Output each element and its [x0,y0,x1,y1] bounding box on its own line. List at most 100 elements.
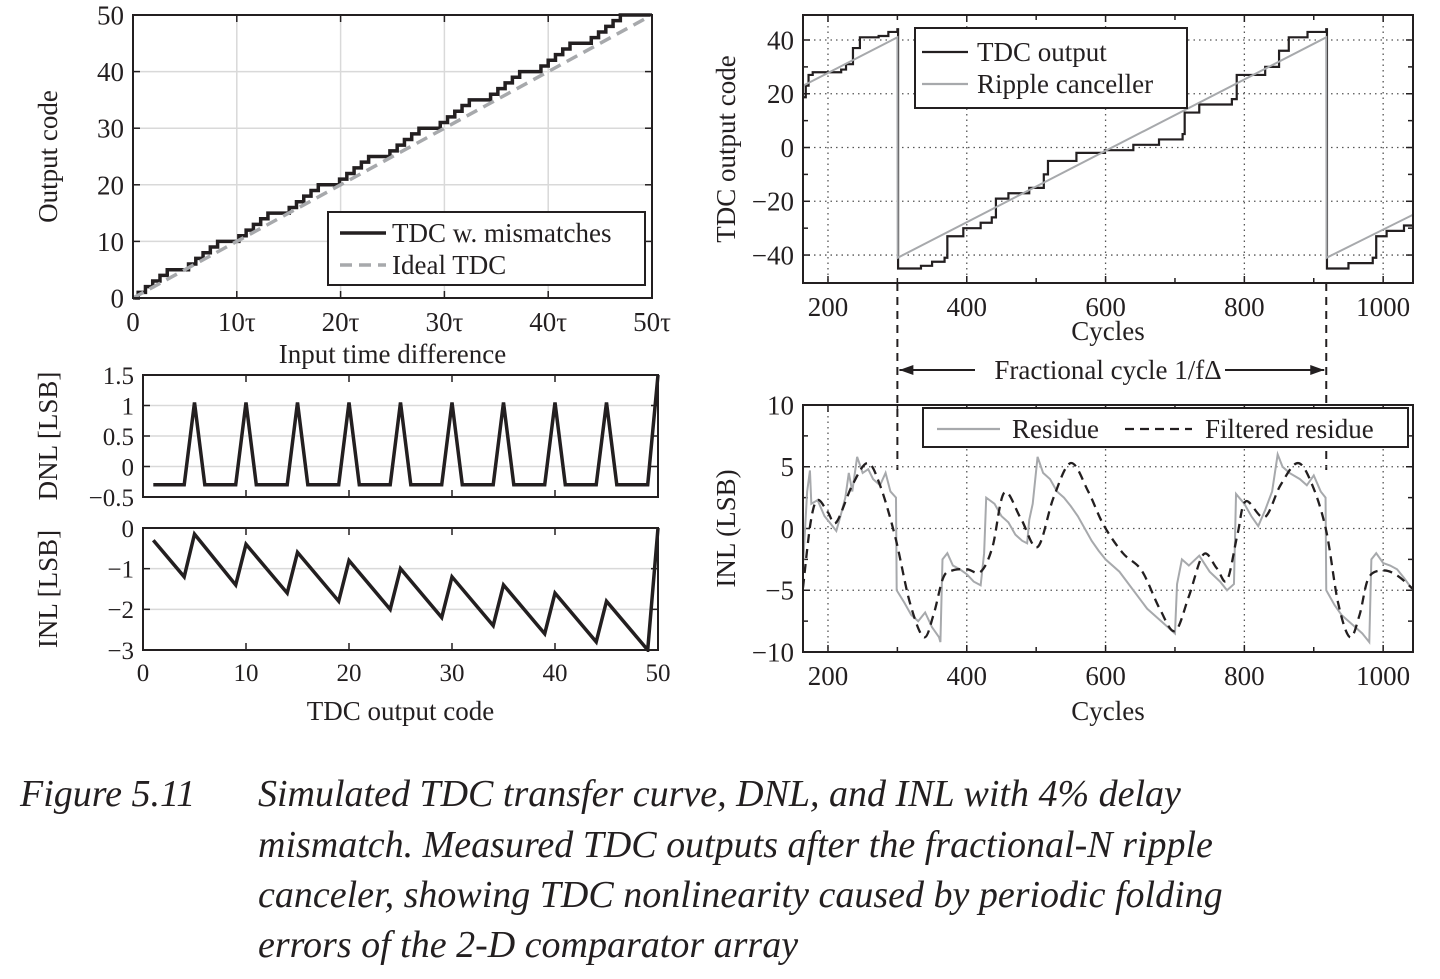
x-tick-label: 400 [947,661,988,691]
y-tick-label: 20 [97,170,124,200]
x-tick-label: 40 [543,660,568,687]
y-tick-label: 0 [781,133,795,163]
y-tick-label: 10 [97,227,124,257]
x-tick-label: 50τ [633,307,671,337]
plot-frame [142,527,659,651]
series-line-values [153,374,660,487]
inl-residue-chart: 200 400 600 800 1000 10 5 0 −5 −10 Cycles INL (LSB)… [711,390,1414,726]
y-tick-label: −10 [752,637,794,667]
caption-label: Figure 5.11 [19,773,195,815]
y-tick-label: 0.5 [103,424,134,451]
plot-frame [802,404,1414,653]
y-tick-label: 0 [111,283,125,313]
series-line-filtered-residue [803,461,1414,639]
y-tick-label: 40 [767,25,794,55]
x-tick-label: 200 [808,661,849,691]
x-tick-label: 10 [234,660,259,687]
y-tick-label: 0 [122,516,135,543]
x-tick-label: 20τ [322,307,360,337]
legend-box [914,27,1188,109]
legend-label: TDC output [977,37,1107,67]
series-line-residue [803,450,1414,645]
y-tick-label: 10 [767,390,794,420]
x-tick-label: 10τ [218,307,256,337]
x-axis-label: Cycles [1071,316,1145,346]
x-tick-label: 40τ [529,307,567,337]
x-axis-label: Cycles [1071,696,1145,726]
y-tick-label: 0 [122,454,135,481]
x-tick-label: 1000 [1356,292,1410,322]
x-tick-label: 20 [337,660,362,687]
y-axis-label: DNL [LSB] [33,372,63,501]
y-tick-label: −0.5 [89,485,134,512]
x-tick-label: 0 [126,307,140,337]
legend: Residue Filtered residue [922,407,1409,448]
y-axis-label: INL (LSB) [711,469,741,587]
x-tick-label: 600 [1085,661,1126,691]
y-tick-label: −40 [752,240,794,270]
transfer-curve-chart: 0 10τ 20τ 30τ 40τ 50τ 0 10 20 30 40 50 Input time di… [33,0,671,369]
y-tick-label: −2 [107,597,134,624]
y-tick-label: −3 [107,638,134,665]
x-tick-label: 30 [440,660,465,687]
caption-line: canceler, showing TDC nonlinearity cause… [258,874,1223,916]
legend-box [327,211,646,286]
legend-box [922,407,1409,448]
legend-label: TDC w. mismatches [392,218,611,248]
series-group [803,28,1414,270]
series-group [133,13,653,300]
series-group [803,450,1414,645]
legend-label: Residue [1012,414,1099,444]
caption-line: Simulated TDC transfer curve, DNL, and I… [258,773,1181,815]
x-tick-label: 30τ [425,307,463,337]
y-tick-label: 5 [781,452,795,482]
legend-label: Ripple canceller [977,69,1153,99]
fractional-cycle-label: Fractional cycle 1/fΔ [994,355,1221,385]
x-axis-label: Input time difference [279,339,506,369]
arrow-left-icon [899,365,914,375]
series-line-ideal-tdc [133,13,653,300]
y-axis-label: TDC output code [711,55,741,242]
y-tick-label: 1.5 [103,363,134,390]
series-line-ripple-canceller [803,35,1414,260]
x-axis-label: TDC output code [307,696,494,726]
inl-chart: 0 10 20 30 40 50 0 −1 −2 −3 TDC output code INL [LS… [33,516,671,726]
plot-frame [142,374,659,498]
y-axis-label: Output code [33,90,63,223]
y-tick-label: 50 [97,0,124,30]
caption-line: mismatch. Measured TDC outputs after the… [258,824,1213,866]
x-tick-label: 50 [646,660,671,687]
y-tick-label: −5 [765,576,794,606]
y-tick-label: 1 [122,393,135,420]
y-tick-label: −20 [752,187,794,217]
y-axis-label: INL [LSB] [33,530,63,648]
x-tick-label: 600 [1085,292,1126,322]
plot-frame [132,14,653,299]
dnl-chart: 1.5 1 0.5 0 −0.5 DNL [LSB] [33,363,660,512]
x-tick-label: 200 [808,292,849,322]
series-line-values [151,527,660,652]
series-line-tdc-output [803,28,1413,270]
legend-label: Ideal TDC [392,250,506,280]
plot-frame [802,14,1414,284]
arrow-right-icon [1310,365,1325,375]
legend-label: Filtered residue [1205,414,1374,444]
y-tick-label: 30 [97,114,124,144]
y-tick-label: 0 [781,514,795,544]
series-group [153,374,660,487]
x-tick-label: 0 [137,660,150,687]
fractional-cycle-annotation: Fractional cycle 1/fΔ [896,283,1328,470]
y-tick-label: 40 [97,57,124,87]
y-tick-label: 20 [767,79,794,109]
x-tick-label: 800 [1224,292,1265,322]
x-tick-label: 400 [947,292,988,322]
caption-line: errors of the 2-D comparator array [258,924,798,966]
series-line-tdc-w-mismatches [133,13,652,300]
x-tick-label: 800 [1224,661,1265,691]
y-tick-label: −1 [107,556,134,583]
series-group [151,527,660,652]
